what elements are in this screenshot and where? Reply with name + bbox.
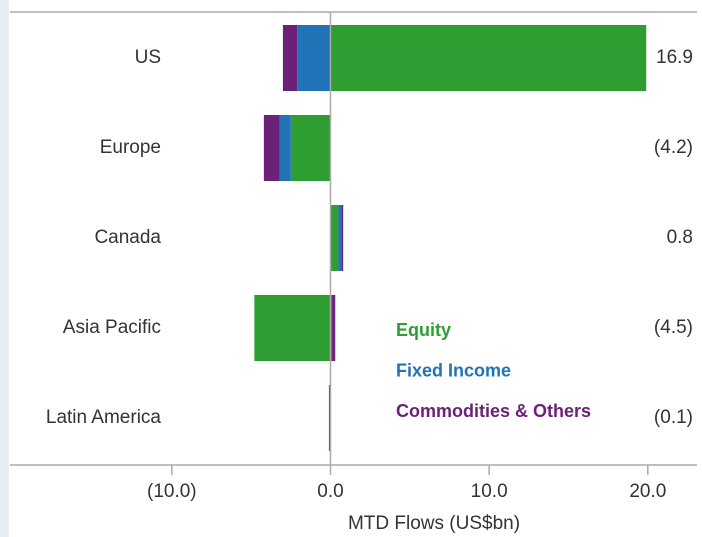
bar-segment	[341, 205, 344, 271]
y-tick-label: Latin America	[46, 407, 162, 428]
bar-segment	[328, 385, 330, 451]
x-axis-title: MTD Flows (US$bn)	[348, 513, 520, 534]
total-label: 0.8	[667, 227, 693, 248]
total-label: (4.2)	[654, 137, 693, 158]
x-tick-label: (10.0)	[147, 481, 197, 502]
side-strip	[0, 0, 9, 537]
bar-segment	[254, 295, 331, 361]
total-label: (0.1)	[654, 407, 693, 428]
bar-segment	[332, 295, 336, 361]
bar-segment	[330, 295, 333, 361]
x-tick-label: 0.0	[317, 481, 343, 502]
x-tick-label: 20.0	[629, 481, 666, 502]
total-label: 16.9	[656, 47, 693, 68]
x-tick-label: 10.0	[471, 481, 508, 502]
bar-segment	[338, 205, 342, 271]
legend-entry: Fixed Income	[396, 360, 511, 380]
y-tick-label: Asia Pacific	[63, 317, 161, 338]
bar-segment	[282, 25, 298, 91]
bar-segment	[263, 115, 280, 181]
y-tick-label: US	[135, 47, 161, 68]
bar-segment	[330, 205, 339, 271]
bar-segment	[297, 25, 331, 91]
bar-segment	[279, 115, 291, 181]
y-tick-label: Europe	[100, 137, 161, 158]
total-label: (4.5)	[654, 317, 693, 338]
bar-segment	[330, 25, 647, 91]
legend-entry: Equity	[396, 320, 451, 340]
bar-segment	[290, 115, 331, 181]
y-tick-label: Canada	[94, 227, 161, 248]
legend-entry: Commodities & Others	[396, 401, 591, 421]
